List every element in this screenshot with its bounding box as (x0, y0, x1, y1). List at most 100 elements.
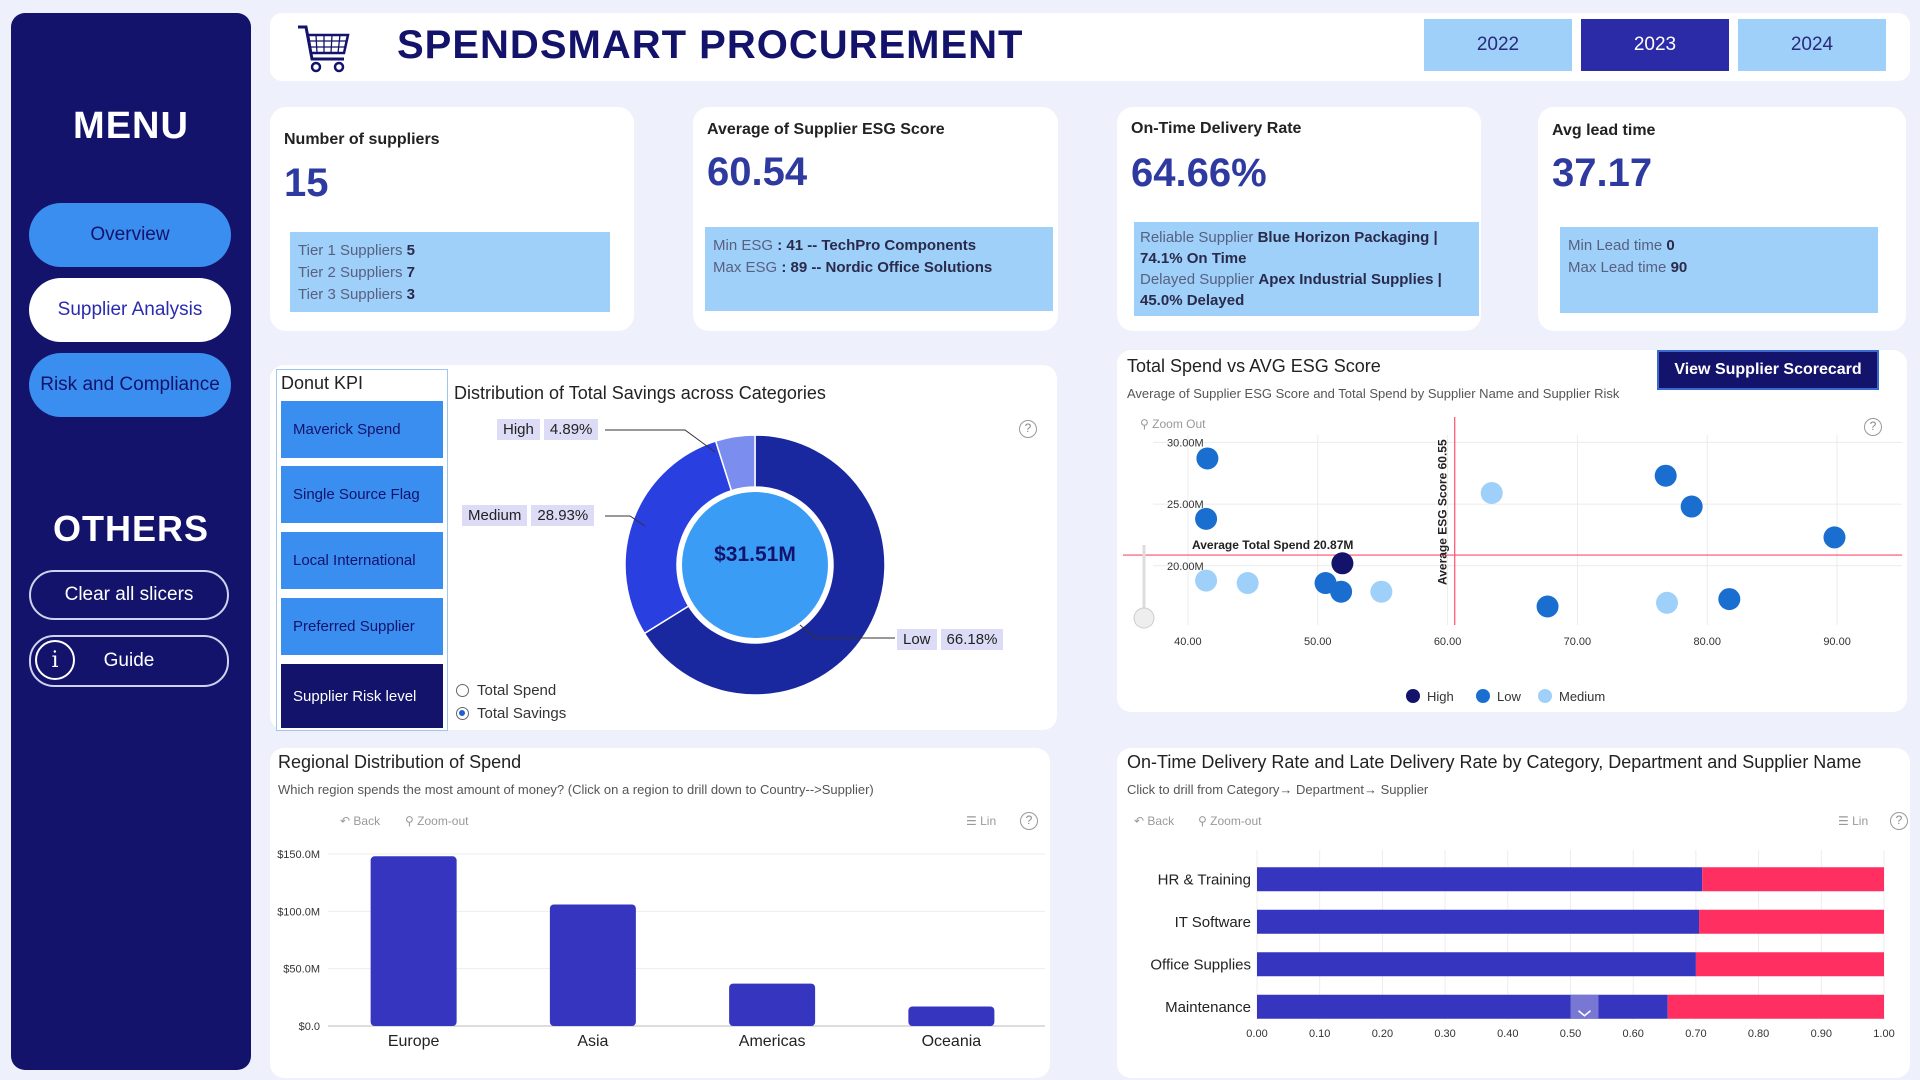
scatter-x-tick: 60.00 (1434, 636, 1462, 648)
regional-bar-asia (549, 904, 636, 1026)
back-label: Back (353, 814, 381, 828)
radio-dot (456, 684, 469, 697)
scatter-ref-v-label: Average ESG Score 60.55 (1436, 439, 1450, 585)
question-icon[interactable]: ? (1020, 812, 1038, 830)
zoom-icon: ⚲ (1140, 417, 1149, 431)
radio-total-spend[interactable]: Total Spend (456, 682, 556, 699)
slicer-maverick-spend[interactable]: Maverick Spend (281, 401, 443, 458)
chevron-down-icon (1570, 994, 1599, 1019)
delivery-bar-ontime (1257, 994, 1668, 1019)
donut-chart[interactable] (620, 430, 890, 700)
slicer-single-source-flag[interactable]: Single Source Flag (281, 466, 443, 523)
tier-value: 7 (406, 264, 416, 281)
slicer-supplier-risk-level[interactable]: Supplier Risk level (281, 664, 443, 728)
guide-label: Guide (103, 650, 155, 671)
regional-bar-europe (370, 856, 457, 1026)
delivery-x-tick: 0.90 (1811, 1028, 1832, 1040)
year-2024-button[interactable]: 2024 (1738, 19, 1886, 71)
delivery-subtitle: Click to drill from Category→ Department… (1127, 782, 1429, 797)
question-icon[interactable]: ? (1864, 418, 1882, 436)
scatter-y-tick: 30.00M (1167, 437, 1204, 449)
others-title: OTHERS (52, 508, 209, 549)
nav-risk-compliance-button[interactable]: Risk and Compliance (29, 353, 231, 417)
donut-label-low-value: 66.18% (940, 629, 1004, 650)
delivery-value: Blue Horizon Packaging | 74.1% On Time (1140, 229, 1438, 267)
nav-supplier-analysis-button[interactable]: Supplier Analysis (29, 278, 231, 342)
delivery-value: Apex Industrial Supplies | 45.0% Delayed (1140, 271, 1442, 309)
slicer-preferred-supplier[interactable]: Preferred Supplier (281, 598, 443, 655)
esg-line: Max ESG : 89 -- Nordic Office Solutions (713, 257, 1045, 279)
delivery-back-button[interactable]: ↶ Back (1134, 814, 1174, 828)
regional-back-button[interactable]: ↶ Back (340, 814, 380, 828)
delivery-line: Reliable Supplier Blue Horizon Packaging… (1140, 227, 1473, 269)
delivery-x-tick: 0.30 (1434, 1028, 1455, 1040)
kpi-lead-value: 37.17 (1552, 151, 1653, 195)
scatter-x-tick: 50.00 (1304, 636, 1332, 648)
list-icon: ☰ (966, 814, 977, 828)
donut-label-low: Low 66.18% (897, 629, 1004, 650)
view-supplier-scorecard-button[interactable]: View Supplier Scorecard (1657, 350, 1879, 390)
delivery-lin-button[interactable]: ☰ Lin (1838, 814, 1868, 828)
esg-key: Min ESG (713, 237, 774, 254)
list-icon: ☰ (1838, 814, 1849, 828)
regional-bar-americas (729, 983, 816, 1026)
question-icon[interactable]: ? (1019, 420, 1037, 438)
regional-lin-button[interactable]: ☰ Lin (966, 814, 996, 828)
regional-y-tick: $100.0M (277, 906, 320, 918)
year-2022-button[interactable]: 2022 (1424, 19, 1572, 71)
sidebar: MENU Overview Supplier Analysis Risk and… (11, 13, 251, 1070)
delivery-x-tick: 1.00 (1873, 1028, 1894, 1040)
delivery-x-tick: 0.20 (1372, 1028, 1393, 1040)
donut-slice-low (643, 434, 886, 696)
regional-title: Regional Distribution of Spend (278, 752, 522, 772)
chevron-down-icon (1578, 1010, 1591, 1017)
regional-bar-chart[interactable]: $0.0 $50.0M $100.0M $150.0M Europe Asia Americ… (270, 830, 1050, 1075)
tier-value: 5 (406, 242, 416, 259)
tier-key: Tier 3 Suppliers (298, 286, 403, 303)
delivery-x-tick: 0.60 (1622, 1028, 1643, 1040)
kpi-delivery-value: 64.66% (1131, 151, 1267, 195)
question-icon[interactable]: ? (1890, 812, 1908, 830)
delivery-key: Delayed Supplier (1140, 271, 1255, 288)
scatter-point-medium (1480, 481, 1503, 504)
tier-value: 3 (406, 286, 416, 303)
back-label: Back (1147, 814, 1175, 828)
scatter-legend-label: Medium (1559, 689, 1605, 704)
radio-label: Total Spend (477, 682, 557, 699)
scatter-x-tick: 80.00 (1693, 636, 1721, 648)
donut-label-medium: Medium 28.93% (462, 505, 595, 526)
nav-overview-button[interactable]: Overview (29, 203, 231, 267)
donut-center-label: $31.51M (714, 543, 796, 566)
donut-kpi-title: Donut KPI (281, 373, 364, 393)
slicer-local-international[interactable]: Local International (281, 532, 443, 589)
clear-slicers-button[interactable]: Clear all slicers (29, 570, 229, 620)
scatter-legend-label: Low (1497, 689, 1521, 704)
delivery-bar-chart[interactable]: 0.00 0.10 0.20 0.30 0.40 0.50 0.60 0.70 0.80 0.90… (1117, 830, 1910, 1075)
lead-line: Min Lead time 0 (1568, 235, 1870, 257)
donut-kpi-slicer: Donut KPI Maverick Spend Single Source F… (276, 369, 448, 731)
esg-key: Max ESG (713, 259, 778, 276)
scatter-point-low (1196, 447, 1219, 470)
donut-label-medium-value: 28.93% (531, 505, 595, 526)
delivery-y-tick: Office Supplies (1150, 956, 1251, 973)
scatter-x-tick: 40.00 (1174, 636, 1202, 648)
scatter-point-medium (1370, 580, 1393, 603)
delivery-zoom-button[interactable]: ⚲ Zoom-out (1198, 814, 1262, 828)
year-2023-button[interactable]: 2023 (1581, 19, 1729, 71)
delivery-x-tick: 0.10 (1309, 1028, 1330, 1040)
guide-button[interactable]: i Guide (29, 635, 229, 687)
regional-zoom-button[interactable]: ⚲ Zoom-out (405, 814, 469, 828)
kpi-esg-details: Min ESG : 41 -- TechPro Components Max E… (705, 227, 1053, 311)
kpi-delivery-card: On-Time Delivery Rate 64.66% Reliable Su… (1117, 107, 1481, 331)
kpi-delivery-details: Reliable Supplier Blue Horizon Packaging… (1134, 222, 1479, 316)
scatter-point-low (1680, 495, 1703, 518)
scatter-point-low (1330, 580, 1353, 603)
kpi-esg-label: Average of Supplier ESG Score (707, 121, 945, 138)
scatter-ref-h-label: Average Total Spend 20.87M (1192, 538, 1353, 552)
scatter-chart[interactable]: 40.00 50.00 60.00 70.00 80.00 90.00 20.00M 25.0… (1117, 410, 1907, 710)
scatter-zoom-out[interactable]: ⚲ Zoom Out (1140, 417, 1206, 431)
kpi-suppliers-label: Number of suppliers (284, 131, 440, 148)
radio-total-savings[interactable]: Total Savings (456, 705, 566, 722)
scatter-legend-marker (1538, 689, 1552, 703)
delivery-y-tick: IT Software (1175, 914, 1251, 931)
